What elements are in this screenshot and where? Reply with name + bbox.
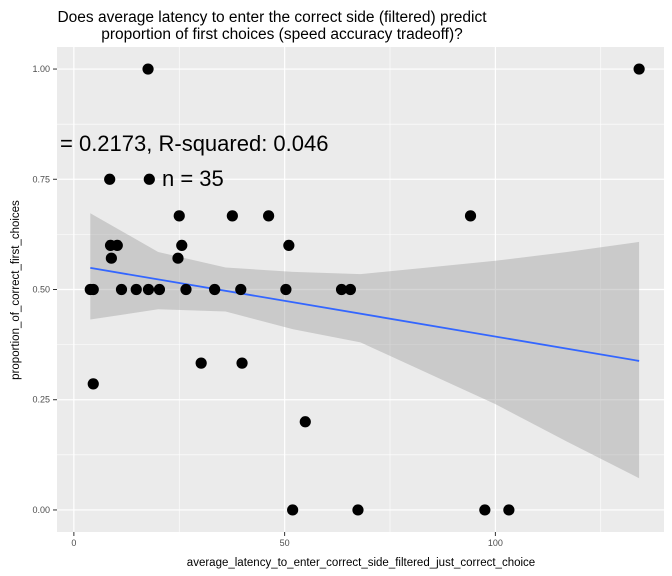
y-axis-label: proportion_of_correct_first_choices [10, 200, 22, 380]
data-point [344, 283, 356, 296]
data-point [130, 283, 142, 296]
data-point [142, 63, 154, 75]
data-point [153, 283, 166, 296]
data-point [105, 252, 117, 264]
y-axis-ticks: 0.00 0.25 0.50 0.75 1.00 [32, 64, 57, 515]
data-point [142, 283, 155, 296]
chart-title-line-1: Does average latency to enter the correc… [57, 9, 487, 26]
data-point [503, 504, 515, 516]
data-point [235, 283, 247, 296]
x-axis-label: average_latency_to_enter_correct_side_fi… [187, 557, 535, 569]
data-point [176, 239, 188, 252]
sample-size-annotation: n = 35 [162, 166, 224, 191]
data-point [280, 283, 292, 296]
regression-stats-annotation: = 0.2173, R-squared: 0.046 [60, 131, 328, 156]
data-point [209, 283, 221, 296]
data-point [172, 252, 184, 264]
data-point [87, 283, 99, 296]
confidence-band [90, 213, 640, 479]
data-point [352, 504, 364, 516]
data-point [299, 416, 311, 428]
chart-title-line-2: proportion of first choices (speed accur… [101, 26, 463, 43]
x-axis-ticks: 0 50 100 [71, 532, 503, 548]
data-points [84, 63, 645, 516]
data-point [335, 283, 348, 296]
x-tick-label: 50 [280, 538, 290, 548]
data-point [283, 239, 295, 252]
data-point [479, 504, 491, 516]
data-point [195, 357, 207, 369]
data-point [287, 504, 299, 516]
x-tick-label: 100 [488, 538, 503, 548]
data-point [236, 357, 248, 369]
data-point [111, 239, 123, 252]
data-point [115, 283, 128, 296]
data-point [87, 378, 99, 390]
regression-line [90, 267, 640, 362]
data-point [173, 210, 185, 222]
data-point [464, 210, 477, 222]
x-tick-label: 0 [71, 538, 76, 548]
data-point [143, 173, 155, 185]
y-tick-label: 1.00 [32, 64, 50, 74]
data-point [263, 210, 275, 222]
y-tick-label: 0.25 [32, 395, 50, 405]
y-tick-label: 0.00 [32, 505, 50, 515]
data-point [633, 63, 645, 75]
y-tick-label: 0.50 [32, 285, 50, 295]
y-tick-label: 0.75 [32, 174, 50, 184]
data-point [226, 210, 238, 222]
data-point [104, 173, 116, 185]
data-point [180, 283, 192, 296]
